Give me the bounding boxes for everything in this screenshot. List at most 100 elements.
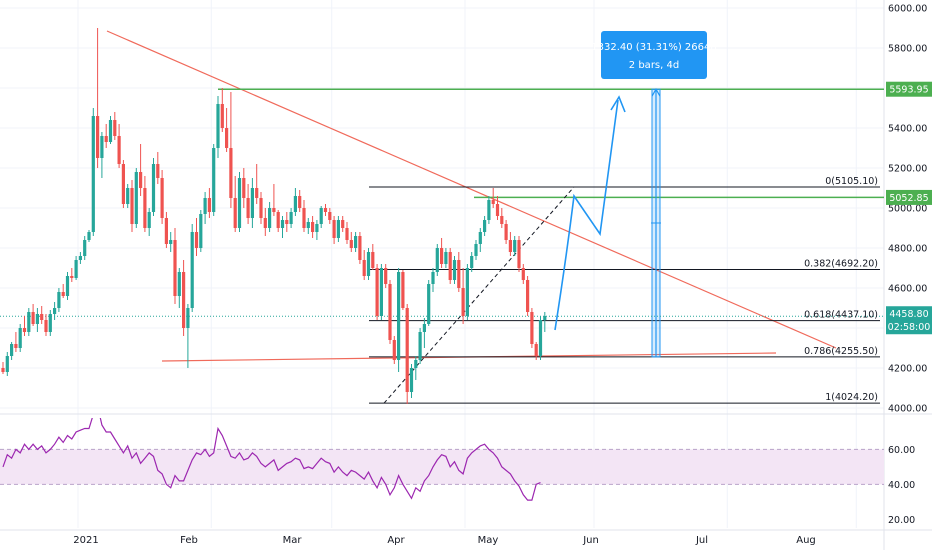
projection-path: [554, 99, 619, 331]
candle: [388, 280, 392, 344]
candle-body: [530, 312, 534, 344]
last-price-tag: 4458.80 02:58:00: [886, 306, 932, 335]
candle: [61, 284, 65, 298]
rsi-tick-label: 40.00: [888, 480, 915, 491]
candle-body: [31, 312, 35, 324]
candle-body: [10, 344, 14, 356]
time-axis-label: 2021: [73, 535, 98, 546]
candle: [513, 236, 517, 256]
candle: [371, 244, 375, 270]
candle-body: [306, 222, 310, 228]
candle-body: [121, 164, 125, 204]
candle-body: [113, 120, 117, 136]
candle: [470, 252, 474, 272]
candle-body: [409, 368, 414, 392]
candle: [151, 158, 156, 216]
candle: [130, 180, 134, 232]
candle: [452, 256, 457, 284]
candle-body: [203, 198, 207, 214]
candle-body: [392, 340, 396, 360]
price-axis[interactable]: 6000.005800.005600.005400.005200.005000.…: [886, 4, 932, 526]
candle: [431, 268, 435, 292]
candle: [156, 152, 160, 184]
level-price-tag-text: 5593.95: [889, 85, 928, 96]
candle-body: [268, 208, 272, 228]
candle: [65, 272, 70, 300]
candle-body: [388, 284, 392, 340]
candle: [457, 252, 461, 292]
candle: [31, 304, 35, 326]
candle: [414, 356, 418, 380]
candle: [336, 216, 340, 242]
candle: [405, 304, 409, 404]
candle-body: [405, 308, 409, 392]
candle-body: [22, 328, 27, 332]
candle: [177, 268, 181, 308]
candle: [435, 244, 439, 276]
candle-body: [461, 288, 465, 316]
candle: [40, 306, 44, 324]
price-tick-label: 4600.00: [888, 284, 927, 295]
candle-body: [341, 220, 345, 228]
candle: [366, 248, 371, 280]
candle: [268, 202, 272, 232]
candle-body: [255, 188, 259, 198]
candle: [199, 210, 203, 252]
candle: [100, 132, 104, 178]
candle-body: [242, 178, 246, 198]
candle-body: [298, 196, 302, 208]
candle-body: [130, 188, 134, 224]
fib-level-label: 0.786(4255.50): [804, 346, 878, 357]
candle-body: [250, 188, 254, 218]
candle: [293, 188, 297, 216]
candle: [255, 164, 259, 204]
candle: [358, 232, 362, 264]
candle-body: [487, 200, 491, 220]
candle: [139, 144, 143, 196]
candle: [126, 184, 130, 208]
candle: [332, 216, 336, 244]
rsi-line: [2, 418, 541, 501]
candle-body: [225, 128, 229, 148]
time-axis-label: May: [478, 535, 499, 546]
candle: [91, 108, 95, 236]
candle-body: [96, 116, 100, 158]
candle: [220, 88, 224, 132]
candle-body: [521, 268, 525, 280]
candle-body: [354, 236, 358, 248]
candle: [117, 124, 121, 168]
candle-body: [345, 228, 349, 240]
candle-body: [151, 164, 156, 212]
drawings-front: 0(5105.10) 0.382(4692.20) 0.618(4437.10) 0.…: [554, 31, 878, 403]
candle-body: [311, 222, 315, 232]
candle: [203, 192, 207, 224]
price-tick-label: 5400.00: [888, 124, 927, 135]
candle: [508, 232, 512, 256]
candle-body: [61, 292, 65, 296]
candle-body: [332, 220, 336, 238]
candle-body: [108, 120, 113, 142]
time-axis-label: Mar: [283, 535, 303, 546]
candle: [242, 168, 246, 208]
candle-body: [401, 272, 405, 308]
price-tick-label: 4000.00: [888, 404, 927, 415]
candle-body: [478, 232, 482, 244]
candle: [328, 208, 332, 224]
candle: [48, 310, 52, 336]
candle-body: [48, 314, 52, 332]
candle: [478, 228, 482, 252]
candle-body: [379, 268, 383, 316]
time-axis[interactable]: 2021 Feb Mar Apr May Jun Jul Aug: [73, 535, 815, 546]
candle: [418, 328, 422, 364]
price-tick-label: 4200.00: [888, 364, 927, 375]
candle: [319, 206, 323, 228]
candle-body: [207, 198, 211, 212]
candle: [483, 216, 487, 236]
candle-body: [5, 356, 9, 372]
candle-body: [440, 248, 444, 264]
candle-body: [78, 256, 82, 260]
candle-body: [83, 240, 87, 256]
candle: [538, 316, 543, 360]
candle-body: [336, 220, 340, 238]
